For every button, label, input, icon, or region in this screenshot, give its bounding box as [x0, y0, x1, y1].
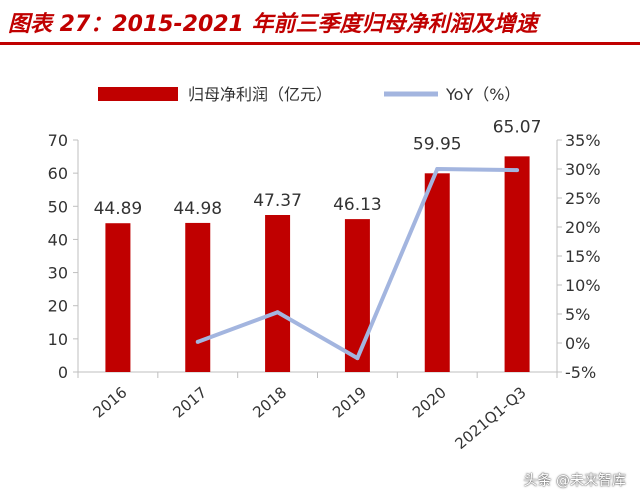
bar-value-label: 44.98 [173, 199, 222, 219]
x-tick-label: 2019 [329, 383, 370, 421]
y-right-tick-label: 35% [565, 131, 601, 150]
yoy-point [195, 339, 200, 344]
bar [344, 219, 370, 372]
bar-value-label: 59.95 [413, 134, 462, 154]
x-tick-label: 2020 [409, 383, 450, 421]
bar-value-label: 46.13 [333, 195, 382, 215]
legend-bar-label: 归母净利润（亿元） [188, 85, 332, 104]
x-tick-label: 2018 [249, 383, 290, 421]
legend-bar-swatch [98, 87, 178, 101]
title-divider [0, 42, 640, 45]
bar [265, 215, 291, 372]
x-tick-label: 2016 [90, 383, 131, 421]
x-tick-label: 2021Q1-Q3 [452, 383, 530, 453]
y-right-tick-label: 15% [565, 247, 601, 266]
watermark: 头条 @未来智库 [523, 473, 626, 489]
bar-value-label: 65.07 [493, 117, 542, 137]
y-right-tick-label: 10% [565, 276, 601, 295]
bar [185, 222, 211, 372]
y-left-tick-label: 50 [48, 197, 68, 216]
bar-value-label: 44.89 [94, 199, 143, 219]
legend-line-label: YoY（%） [445, 85, 520, 104]
yoy-point [515, 168, 520, 173]
bar [424, 173, 450, 372]
y-left-tick-label: 20 [48, 297, 68, 316]
bar [504, 156, 530, 372]
y-right-tick-label: 20% [565, 218, 601, 237]
y-left-tick-label: 10 [48, 330, 68, 349]
y-left-tick-label: 60 [48, 164, 68, 183]
y-left-tick-label: 30 [48, 264, 68, 283]
y-right-tick-label: 30% [565, 160, 601, 179]
y-left-tick-label: 70 [48, 131, 68, 150]
yoy-point [275, 310, 280, 315]
y-right-tick-label: 25% [565, 189, 601, 208]
yoy-point [435, 167, 440, 171]
figure-title: 图表 27：2015-2021 年前三季度归母净利润及增速 [8, 12, 538, 37]
x-tick-label: 2017 [169, 383, 210, 421]
bar-value-label: 47.37 [253, 191, 302, 211]
yoy-point [355, 356, 360, 361]
y-left-tick-label: 0 [58, 363, 68, 382]
figure-title-bar: 图表 27：2015-2021 年前三季度归母净利润及增速 [0, 0, 640, 42]
y-left-tick-label: 40 [48, 230, 68, 249]
y-right-tick-label: 0% [565, 334, 590, 353]
bar [105, 223, 131, 372]
y-right-tick-label: -5% [565, 363, 596, 382]
y-right-tick-label: 5% [565, 305, 590, 324]
